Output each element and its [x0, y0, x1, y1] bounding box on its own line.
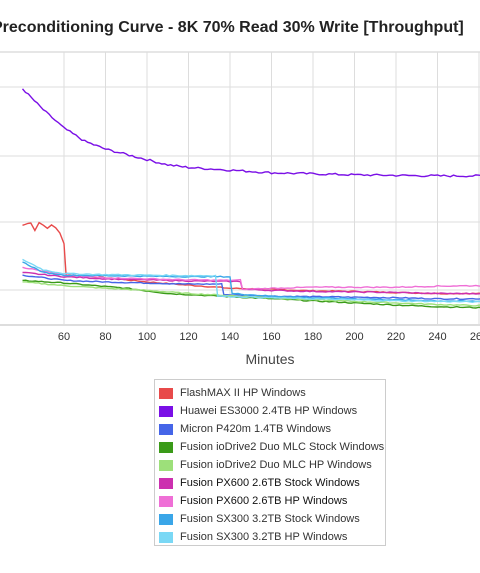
legend-swatch [159, 423, 173, 435]
tick-layer: 60 80 100 120 140 160 180 200 220 240 260 [58, 331, 480, 343]
legend-label: Fusion ioDrive2 Duo MLC HP Windows [180, 459, 372, 471]
x-tick-label: 200 [345, 331, 363, 343]
x-tick-label: 120 [179, 331, 197, 343]
x-tick-label: 80 [99, 331, 111, 343]
x-tick-label: 140 [221, 331, 239, 343]
x-tick-label: 220 [387, 331, 405, 343]
legend-label: FlashMAX II HP Windows [180, 387, 306, 399]
legend-swatch [159, 459, 173, 471]
series-line-5 [22, 281, 480, 307]
legend-label: Micron P420m 1.4TB Windows [180, 423, 331, 435]
legend-label: Fusion PX600 2.6TB HP Windows [180, 495, 348, 507]
legend-label: Huawei ES3000 2.4TB HP Windows [180, 405, 358, 417]
chart-title: Preconditioning Curve - 8K 70% Read 30% … [0, 19, 464, 36]
legend-label: Fusion ioDrive2 Duo MLC Stock Windows [180, 441, 385, 453]
legend-item[interactable]: Fusion PX600 2.6TB Stock Windows [155, 474, 385, 492]
legend-swatch [159, 531, 173, 543]
legend-item[interactable]: Fusion PX600 2.6TB HP Windows [155, 492, 385, 510]
x-tick-label: 160 [262, 331, 280, 343]
legend-item[interactable]: Fusion SX300 3.2TB Stock Windows [155, 510, 385, 528]
legend-item[interactable]: Micron P420m 1.4TB Windows [155, 420, 385, 438]
legend-item[interactable]: FlashMAX II HP Windows [155, 384, 385, 402]
legend: FlashMAX II HP Windows Huawei ES3000 2.4T… [154, 379, 386, 546]
x-tick-label: 240 [428, 331, 446, 343]
x-tick-label: 180 [304, 331, 322, 343]
x-tick-label: 100 [138, 331, 156, 343]
series-line-7 [22, 266, 480, 291]
series-line-9 [22, 258, 480, 304]
legend-label: Fusion PX600 2.6TB Stock Windows [180, 477, 360, 489]
legend-item[interactable]: Fusion ioDrive2 Duo MLC Stock Windows [155, 438, 385, 456]
series-line-2 [21, 88, 480, 178]
x-tick-label: 260 [470, 331, 480, 343]
legend-item[interactable]: Fusion SX300 3.2TB HP Windows [155, 528, 385, 546]
legend-item[interactable]: Huawei ES3000 2.4TB HP Windows [155, 402, 385, 420]
legend-swatch [159, 405, 173, 417]
legend-swatch [159, 387, 173, 399]
series-line-1 [22, 221, 480, 295]
legend-item[interactable]: Fusion ioDrive2 Duo MLC HP Windows [155, 456, 385, 474]
x-tick-label: 60 [58, 331, 70, 343]
legend-swatch [159, 513, 173, 525]
legend-label: Fusion SX300 3.2TB HP Windows [180, 531, 348, 543]
x-axis-label: Minutes [245, 351, 295, 367]
legend-swatch [159, 477, 173, 489]
legend-swatch [159, 495, 173, 507]
legend-swatch [159, 441, 173, 453]
legend-label: Fusion SX300 3.2TB Stock Windows [180, 513, 360, 525]
series-layer [21, 88, 480, 309]
